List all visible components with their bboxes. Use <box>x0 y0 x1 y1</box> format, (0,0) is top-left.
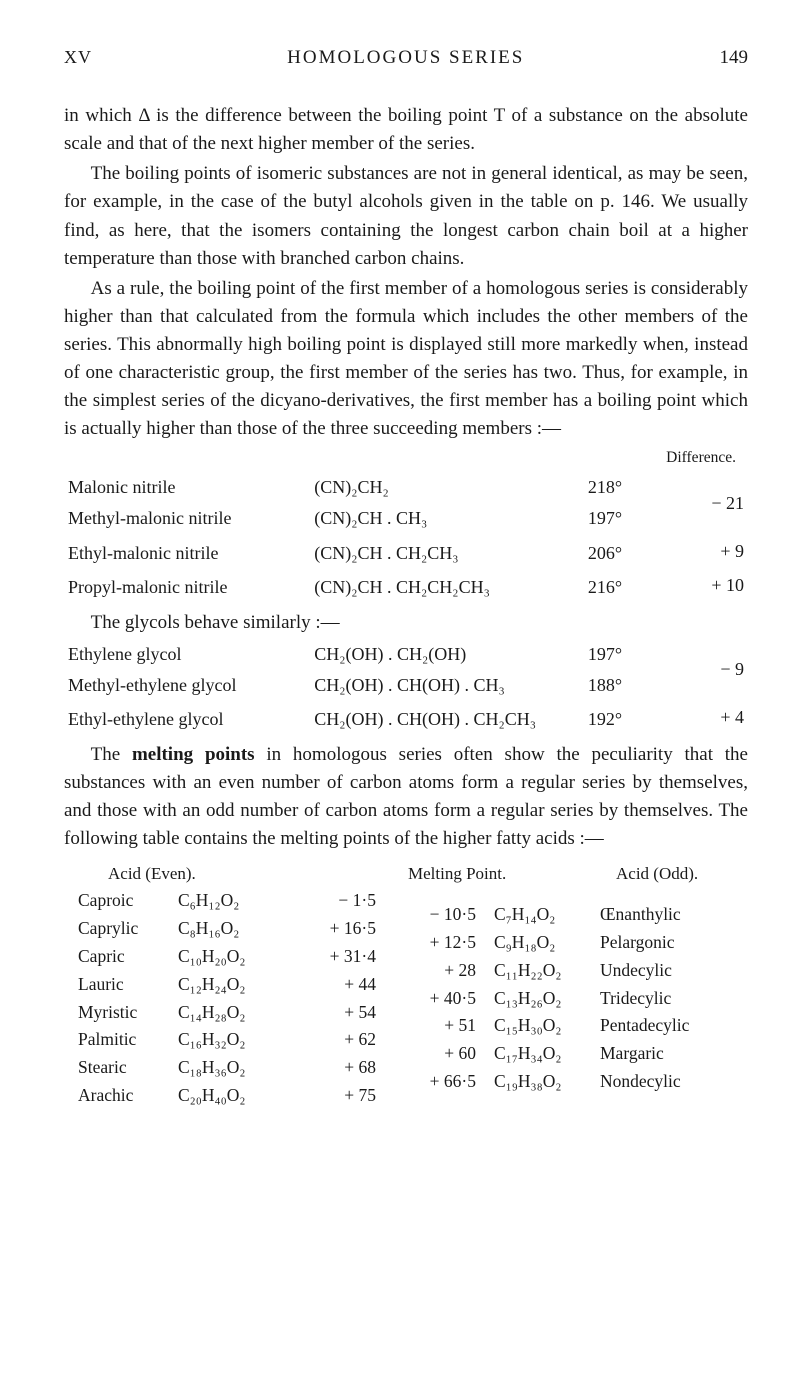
compound-name: Malonic nitrile <box>64 472 310 503</box>
compound-formula: (CN)₂CH . CH₂CH₃ <box>310 538 584 569</box>
table-row: Ethylene glycol CH₂(OH) . CH₂(OH) 197° −… <box>64 639 748 670</box>
difference-value: + 4 <box>652 700 748 735</box>
difference-label: Difference. <box>64 447 736 470</box>
table-row: Malonic nitrile (CN)₂CH₂ 218° − 21 <box>64 472 748 503</box>
running-head: XV HOMOLOGOUS SERIES 149 <box>64 44 748 72</box>
compound-name: Ethylene glycol <box>64 639 310 670</box>
melting-points-table: Acid (Even). Melting Point. Acid (Odd). … <box>64 861 748 1109</box>
difference-value: + 9 <box>652 534 748 569</box>
compound-name: Methyl-ethylene glycol <box>64 670 310 701</box>
glycols-table: Ethylene glycol CH₂(OH) . CH₂(OH) 197° −… <box>64 639 748 735</box>
boiling-point: 197° <box>584 639 652 670</box>
running-head-left: XV <box>64 44 92 71</box>
melting-points-paragraph: The melting points in homologous series … <box>64 741 748 853</box>
mp-header-odd: Acid (Odd). <box>568 861 748 886</box>
boiling-point: 218° <box>584 472 652 503</box>
acid-even-formula: C₂₀H₄₀O₂ <box>178 1083 298 1109</box>
mp-header-mp: Melting Point. <box>408 861 568 886</box>
compound-formula: (CN)₂CH . CH₂CH₂CH₃ <box>310 572 584 603</box>
compound-name: Propyl-malonic nitrile <box>64 572 310 603</box>
mp-header-even: Acid (Even). <box>64 861 408 886</box>
text-run: The <box>91 744 132 765</box>
acid-even-name: Arachic <box>64 1083 178 1109</box>
running-head-pagenum: 149 <box>720 44 749 72</box>
boiling-point: 197° <box>584 503 652 534</box>
compound-formula: CH₂(OH) . CH(OH) . CH₂CH₃ <box>310 704 584 735</box>
bold-term: melting points <box>132 744 255 765</box>
compound-name: Ethyl-ethylene glycol <box>64 704 310 735</box>
table-row: Methyl-malonic nitrile (CN)₂CH . CH₃ 197… <box>64 503 748 534</box>
compound-formula: (CN)₂CH₂ <box>310 472 584 503</box>
paragraph-2: The boiling points of isomeric substance… <box>64 160 748 272</box>
compound-name: Ethyl-malonic nitrile <box>64 538 310 569</box>
paragraph-1: in which Δ is the difference between the… <box>64 102 748 158</box>
mp-header-row: Acid (Even). Melting Point. Acid (Odd). <box>64 861 748 886</box>
boiling-point: 192° <box>584 704 652 735</box>
table-row: Propyl-malonic nitrile (CN)₂CH . CH₂CH₂C… <box>64 572 748 603</box>
difference-value: − 9 <box>652 639 748 700</box>
boiling-point: 188° <box>584 670 652 701</box>
mp-row-even: Arachic C₂₀H₄₀O₂ + 75 <box>64 1083 748 1109</box>
compound-formula: (CN)₂CH . CH₃ <box>310 503 584 534</box>
table-row: Ethyl-malonic nitrile (CN)₂CH . CH₂CH₃ 2… <box>64 538 748 569</box>
table-row: Ethyl-ethylene glycol CH₂(OH) . CH(OH) .… <box>64 704 748 735</box>
paragraph-3: As a rule, the boiling point of the firs… <box>64 275 748 444</box>
acid-even-mp: + 75 <box>298 1083 386 1109</box>
compound-formula: CH₂(OH) . CH(OH) . CH₃ <box>310 670 584 701</box>
nitriles-table: Malonic nitrile (CN)₂CH₂ 218° − 21 Methy… <box>64 472 748 603</box>
glycols-intro: The glycols behave similarly :— <box>64 609 748 637</box>
difference-value: − 21 <box>652 472 748 533</box>
page: XV HOMOLOGOUS SERIES 149 in which Δ is t… <box>0 0 800 1381</box>
compound-name: Methyl-malonic nitrile <box>64 503 310 534</box>
boiling-point: 216° <box>584 572 652 603</box>
running-head-center: HOMOLOGOUS SERIES <box>92 44 720 72</box>
table-row: Methyl-ethylene glycol CH₂(OH) . CH(OH) … <box>64 670 748 701</box>
boiling-point: 206° <box>584 538 652 569</box>
compound-formula: CH₂(OH) . CH₂(OH) <box>310 639 584 670</box>
difference-value: + 10 <box>652 568 748 603</box>
